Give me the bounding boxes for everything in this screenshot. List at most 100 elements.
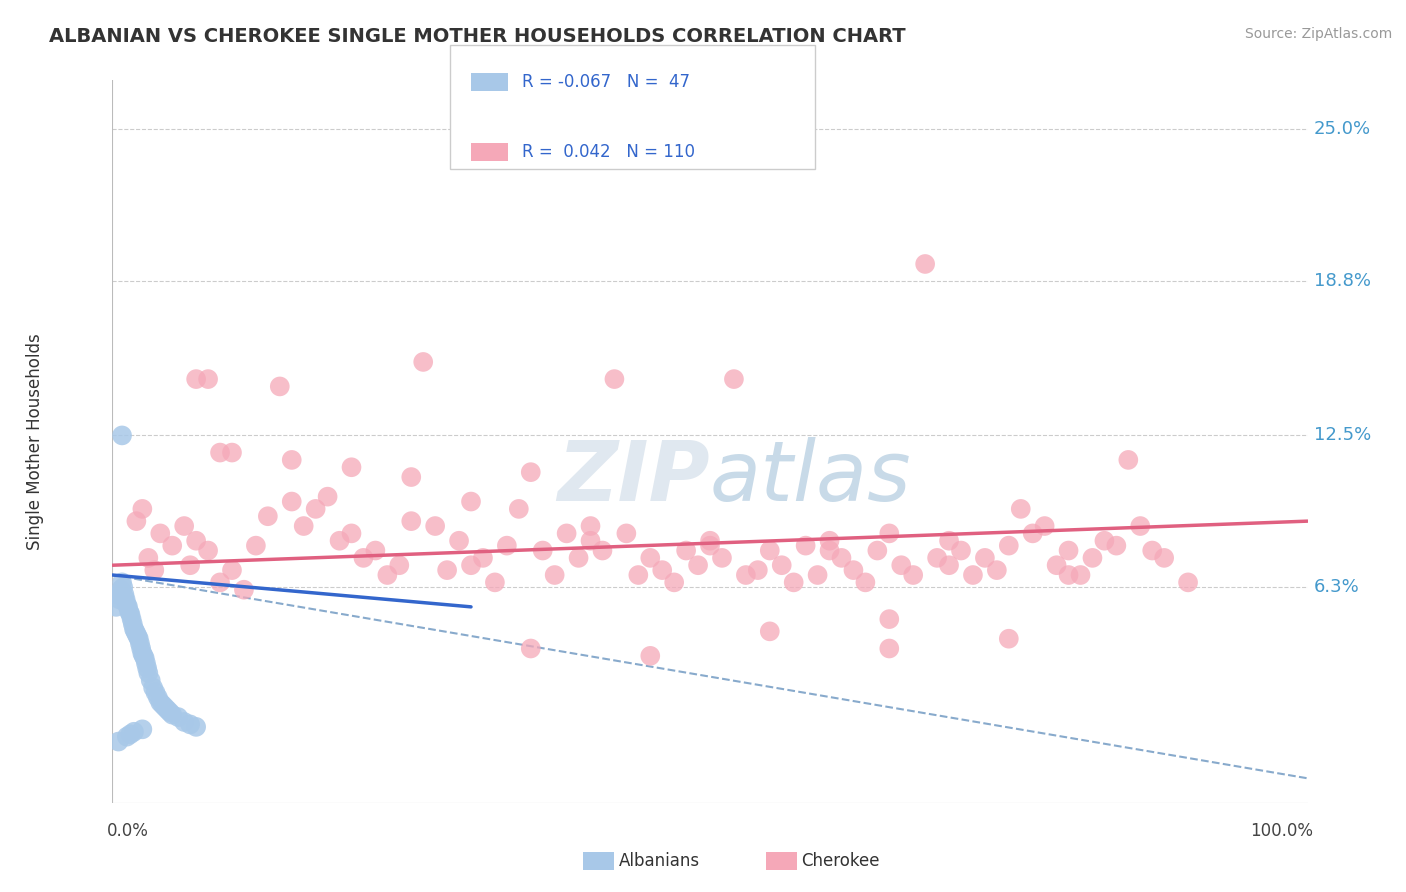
Point <box>120 607 142 622</box>
Point <box>938 558 960 573</box>
Point <box>131 723 153 737</box>
Point <box>592 543 614 558</box>
Point <box>156 703 179 717</box>
Point <box>179 717 201 731</box>
Point <box>122 724 145 739</box>
Point <box>496 539 519 553</box>
Point <box>110 582 132 597</box>
Point <box>145 685 167 699</box>
Point <box>364 543 387 558</box>
Point <box>128 632 150 646</box>
Point <box>484 575 506 590</box>
Point <box>938 533 960 548</box>
Point <box>699 539 721 553</box>
Point <box>866 543 889 558</box>
Point <box>401 470 423 484</box>
Point <box>890 558 912 573</box>
Text: 0.0%: 0.0% <box>107 822 149 840</box>
Point <box>759 543 782 558</box>
Point <box>146 690 169 705</box>
Text: ALBANIAN VS CHEROKEE SINGLE MOTHER HOUSEHOLDS CORRELATION CHART: ALBANIAN VS CHEROKEE SINGLE MOTHER HOUSE… <box>49 27 905 45</box>
Text: 6.3%: 6.3% <box>1313 578 1360 596</box>
Point <box>388 558 411 573</box>
Point <box>118 605 141 619</box>
Point <box>723 372 745 386</box>
Point <box>197 372 219 386</box>
Text: Single Mother Households: Single Mother Households <box>25 334 44 549</box>
Point <box>1070 568 1092 582</box>
Point <box>340 460 363 475</box>
Point <box>186 372 208 386</box>
Point <box>879 641 901 656</box>
Point <box>152 698 174 712</box>
Point <box>962 568 984 582</box>
Point <box>162 707 183 722</box>
Point <box>759 624 782 639</box>
Point <box>173 714 195 729</box>
Point <box>121 612 143 626</box>
Point <box>879 612 901 626</box>
Point <box>281 453 304 467</box>
Point <box>1177 575 1199 590</box>
Point <box>842 563 865 577</box>
Point <box>352 550 374 565</box>
Point <box>914 257 936 271</box>
Point <box>735 568 758 582</box>
Point <box>1105 539 1128 553</box>
Point <box>159 705 181 719</box>
Point <box>316 490 339 504</box>
Point <box>1046 558 1069 573</box>
Point <box>107 734 129 748</box>
Point <box>412 355 434 369</box>
Point <box>209 445 232 459</box>
Point <box>129 641 152 656</box>
Point <box>1022 526 1045 541</box>
Point <box>121 617 143 632</box>
Point <box>401 514 423 528</box>
Point <box>555 526 578 541</box>
Point <box>640 550 662 565</box>
Point <box>879 526 901 541</box>
Point <box>269 379 291 393</box>
Point <box>831 550 853 565</box>
Point <box>233 582 256 597</box>
Point <box>675 543 697 558</box>
Point <box>340 526 363 541</box>
Text: R =  0.042   N = 110: R = 0.042 N = 110 <box>522 143 695 161</box>
Point <box>173 519 195 533</box>
Point <box>197 543 219 558</box>
Text: 25.0%: 25.0% <box>1313 120 1371 138</box>
Point <box>115 598 138 612</box>
Point <box>640 648 662 663</box>
Point <box>281 494 304 508</box>
Point <box>1129 519 1152 533</box>
Point <box>1010 502 1032 516</box>
Point <box>520 465 543 479</box>
Point <box>1094 533 1116 548</box>
Point <box>111 575 134 590</box>
Point <box>122 622 145 636</box>
Point <box>782 575 804 590</box>
Text: Cherokee: Cherokee <box>801 852 880 870</box>
Point <box>688 558 710 573</box>
Point <box>1057 543 1080 558</box>
Point <box>1081 550 1104 565</box>
Point <box>543 568 565 582</box>
Point <box>950 543 973 558</box>
Point <box>114 592 136 607</box>
Point <box>114 588 135 602</box>
Point <box>579 519 602 533</box>
Text: R = -0.067   N =  47: R = -0.067 N = 47 <box>522 73 689 91</box>
Point <box>664 575 686 590</box>
Text: Source: ZipAtlas.com: Source: ZipAtlas.com <box>1244 27 1392 41</box>
Point <box>125 627 148 641</box>
Point <box>117 599 139 614</box>
Point <box>627 568 650 582</box>
Point <box>531 543 554 558</box>
Point <box>162 539 183 553</box>
Point <box>257 509 280 524</box>
Point <box>974 550 997 565</box>
Point <box>142 681 165 695</box>
Point <box>1153 550 1175 565</box>
Point <box>903 568 925 582</box>
